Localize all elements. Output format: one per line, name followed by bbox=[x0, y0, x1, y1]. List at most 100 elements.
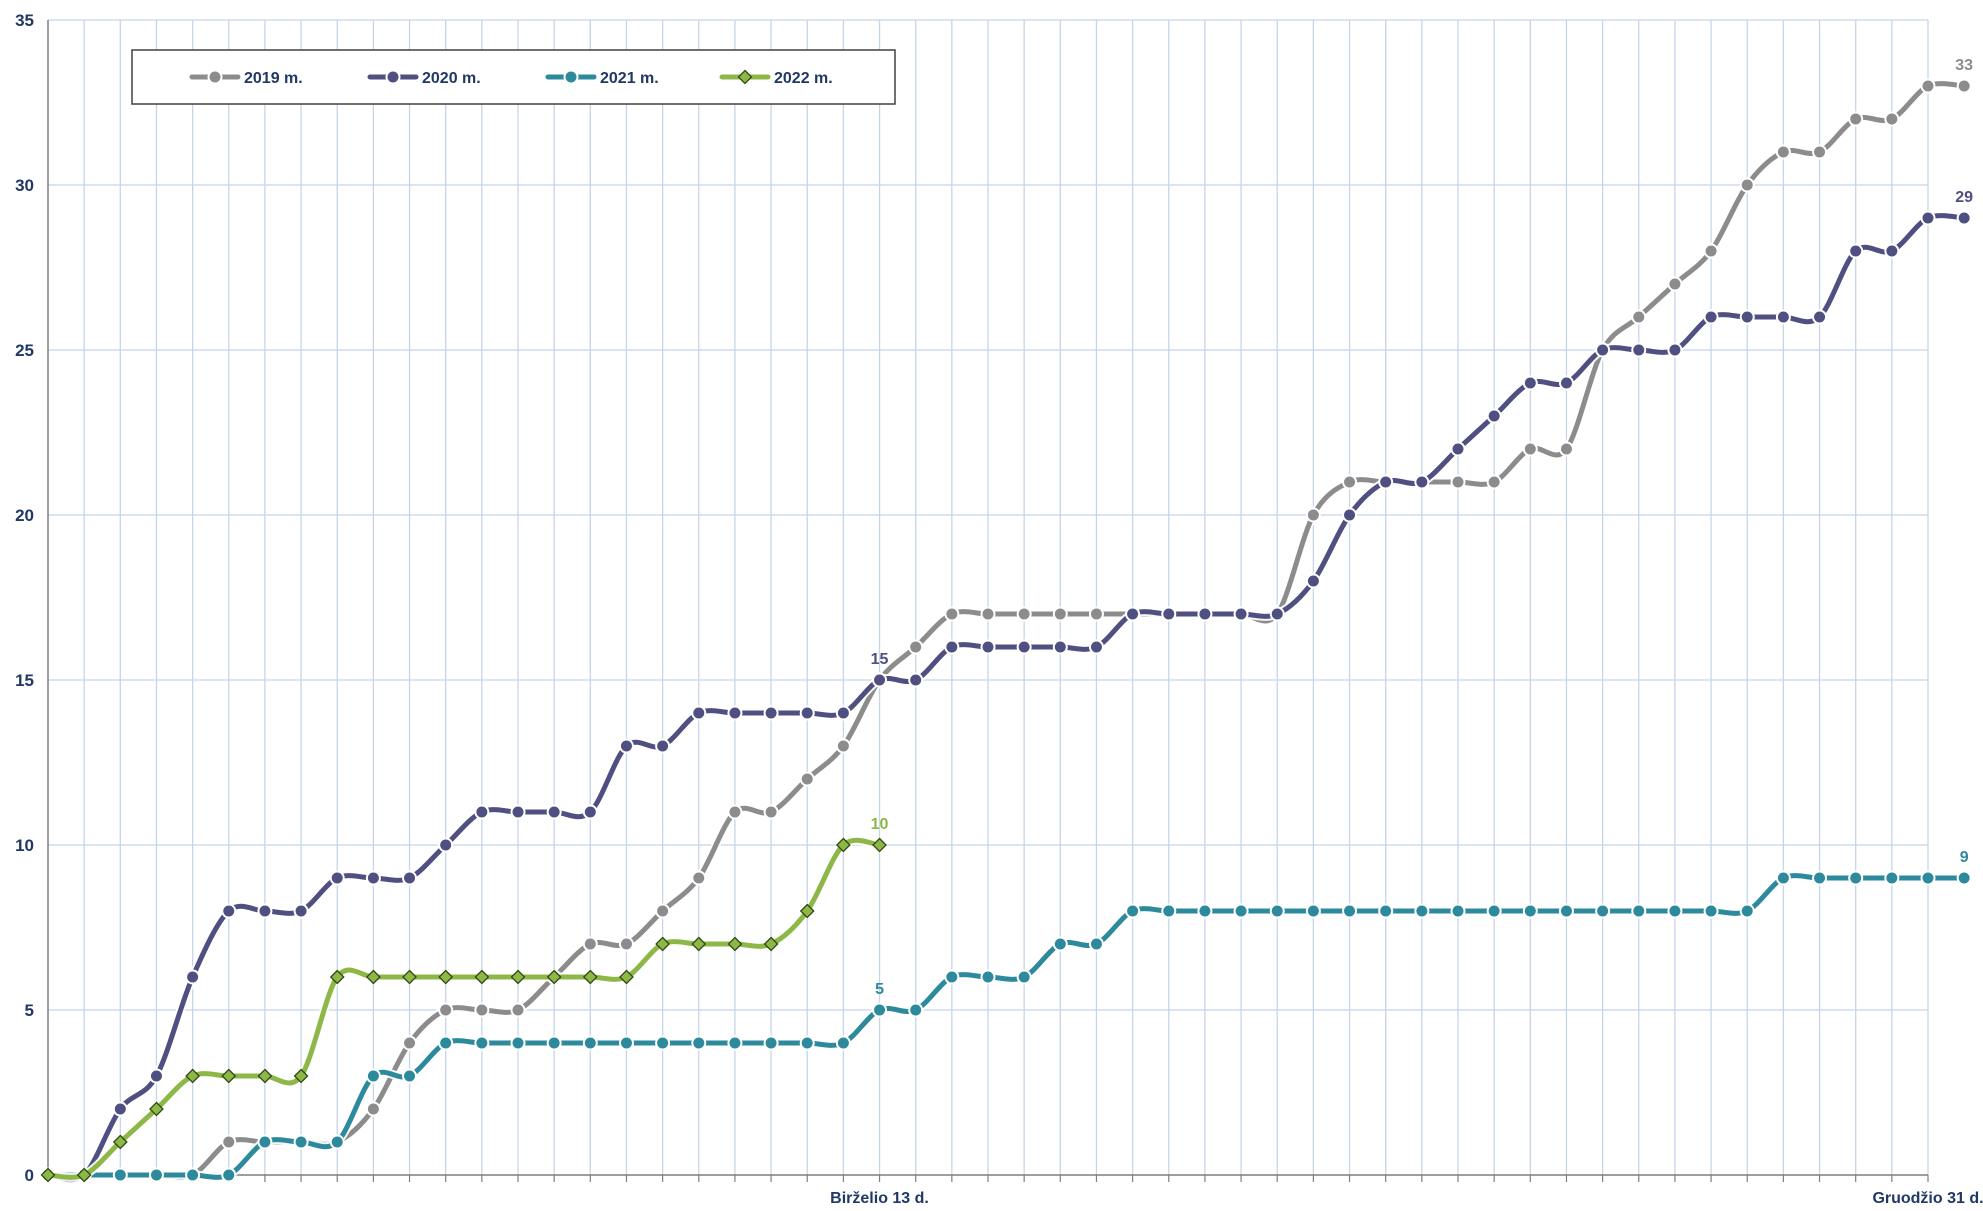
data-point bbox=[185, 1167, 201, 1183]
series-line bbox=[45, 81, 1967, 1180]
data-point bbox=[1197, 903, 1213, 919]
data-point bbox=[112, 1101, 128, 1117]
data-point bbox=[1667, 903, 1683, 919]
data-point bbox=[1125, 606, 1141, 622]
y-tick-label: 10 bbox=[15, 836, 34, 855]
series-2022-m bbox=[40, 835, 887, 1183]
data-point bbox=[1016, 606, 1032, 622]
data-point bbox=[1522, 375, 1538, 391]
data-point bbox=[1667, 276, 1683, 292]
data-point bbox=[799, 903, 815, 919]
data-point bbox=[763, 936, 779, 952]
data-point bbox=[691, 936, 707, 952]
x-tick-label: Gruodžio 31 d. bbox=[1872, 1190, 1983, 1206]
data-point bbox=[1775, 144, 1791, 160]
y-tick-label: 20 bbox=[15, 506, 34, 525]
data-point bbox=[257, 1068, 273, 1084]
data-point bbox=[1052, 639, 1068, 655]
data-point bbox=[1378, 903, 1394, 919]
data-point bbox=[402, 1035, 418, 1051]
data-point bbox=[1486, 408, 1502, 424]
data-point bbox=[293, 1134, 309, 1150]
data-point bbox=[944, 606, 960, 622]
data-point bbox=[1305, 903, 1321, 919]
data-point bbox=[1558, 903, 1574, 919]
data-point bbox=[329, 1134, 345, 1150]
data-point bbox=[1631, 903, 1647, 919]
data-point bbox=[1775, 309, 1791, 325]
data-point bbox=[618, 1035, 634, 1051]
data-point bbox=[1088, 606, 1104, 622]
data-point bbox=[546, 969, 562, 985]
data-point bbox=[1920, 78, 1936, 94]
data-point bbox=[1703, 903, 1719, 919]
data-point bbox=[1812, 309, 1828, 325]
data-point bbox=[510, 969, 526, 985]
data-point bbox=[655, 738, 671, 754]
data-point bbox=[1342, 903, 1358, 919]
data-point bbox=[1920, 210, 1936, 226]
data-point bbox=[1197, 606, 1213, 622]
data-point bbox=[329, 870, 345, 886]
series-line bbox=[45, 213, 1967, 1183]
legend-marker bbox=[737, 69, 753, 85]
data-point bbox=[980, 639, 996, 655]
data-point bbox=[112, 1167, 128, 1183]
data-point bbox=[546, 1035, 562, 1051]
data-point bbox=[872, 672, 888, 688]
data-point bbox=[944, 969, 960, 985]
data-point bbox=[691, 1035, 707, 1051]
data-point bbox=[329, 969, 345, 985]
data-point bbox=[1342, 474, 1358, 490]
data-point bbox=[148, 1167, 164, 1183]
data-point bbox=[727, 804, 743, 820]
legend-entry: 2019 m. bbox=[189, 69, 303, 87]
data-point bbox=[438, 1002, 454, 1018]
data-point bbox=[1450, 474, 1466, 490]
legend-entry: 2021 m. bbox=[545, 69, 659, 87]
data-point bbox=[1739, 903, 1755, 919]
data-point bbox=[835, 837, 851, 853]
data-point bbox=[1088, 936, 1104, 952]
data-labels: 33 29 15 9 5 10 bbox=[871, 57, 1974, 998]
data-point bbox=[763, 1035, 779, 1051]
data-point bbox=[1956, 210, 1972, 226]
mid-data-label: 15 bbox=[871, 651, 889, 668]
data-point bbox=[655, 936, 671, 952]
series-line-halo bbox=[48, 79, 1965, 1182]
data-point bbox=[402, 870, 418, 886]
data-point bbox=[185, 1068, 201, 1084]
data-point bbox=[365, 1101, 381, 1117]
data-point bbox=[1739, 309, 1755, 325]
data-point bbox=[1342, 507, 1358, 523]
data-point bbox=[1884, 111, 1900, 127]
data-point bbox=[1233, 903, 1249, 919]
data-point bbox=[1558, 375, 1574, 391]
data-point bbox=[1052, 606, 1068, 622]
data-point bbox=[1016, 639, 1032, 655]
data-point bbox=[474, 969, 490, 985]
y-tick-label: 25 bbox=[15, 341, 34, 360]
legend-marker bbox=[207, 69, 223, 85]
data-point bbox=[1775, 870, 1791, 886]
data-point bbox=[1161, 606, 1177, 622]
legend-entry: 2022 m. bbox=[719, 69, 833, 87]
data-point bbox=[727, 936, 743, 952]
data-point bbox=[1233, 606, 1249, 622]
data-point bbox=[582, 804, 598, 820]
data-point bbox=[1269, 903, 1285, 919]
data-point bbox=[1667, 342, 1683, 358]
data-point bbox=[908, 639, 924, 655]
legend-label: 2020 m. bbox=[422, 70, 481, 87]
data-point bbox=[1631, 309, 1647, 325]
data-point bbox=[293, 1068, 309, 1084]
legend-label: 2022 m. bbox=[774, 70, 833, 87]
y-tick-label: 30 bbox=[15, 176, 34, 195]
data-point bbox=[438, 837, 454, 853]
data-point bbox=[1161, 903, 1177, 919]
data-point bbox=[1125, 903, 1141, 919]
data-point bbox=[438, 1035, 454, 1051]
data-point bbox=[618, 936, 634, 952]
data-point bbox=[365, 969, 381, 985]
y-tick-label: 0 bbox=[25, 1166, 34, 1185]
